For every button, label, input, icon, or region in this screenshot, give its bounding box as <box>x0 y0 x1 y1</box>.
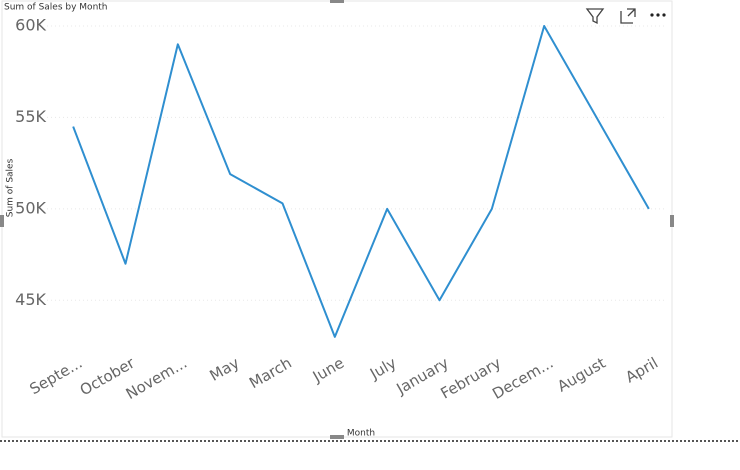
x-tick-label: April <box>622 354 661 387</box>
y-tick-label: 45K <box>15 290 46 309</box>
x-tick-label: Septe... <box>26 354 85 398</box>
y-axis-title: Sum of Sales <box>6 158 16 217</box>
resize-handle[interactable] <box>0 215 4 227</box>
resize-handle[interactable] <box>670 215 674 227</box>
x-axis-title: Month <box>347 429 375 439</box>
y-tick-label: 60K <box>15 16 46 35</box>
more-options[interactable] <box>650 13 666 17</box>
x-tick-label: July <box>366 354 399 384</box>
chart-title: Sum of Sales by Month <box>4 3 108 13</box>
resize-handle[interactable] <box>330 435 344 439</box>
x-tick-label: May <box>207 354 243 385</box>
filter-icon[interactable] <box>585 8 605 25</box>
y-tick-label: 55K <box>15 107 46 126</box>
y-tick-label: 50K <box>15 198 46 217</box>
focus-icon[interactable] <box>620 8 636 24</box>
x-tick-label: August <box>554 354 609 396</box>
x-tick-label: March <box>246 354 295 392</box>
line-series <box>72 25 650 338</box>
resize-handle[interactable] <box>330 0 344 3</box>
x-tick-label: June <box>309 354 347 386</box>
